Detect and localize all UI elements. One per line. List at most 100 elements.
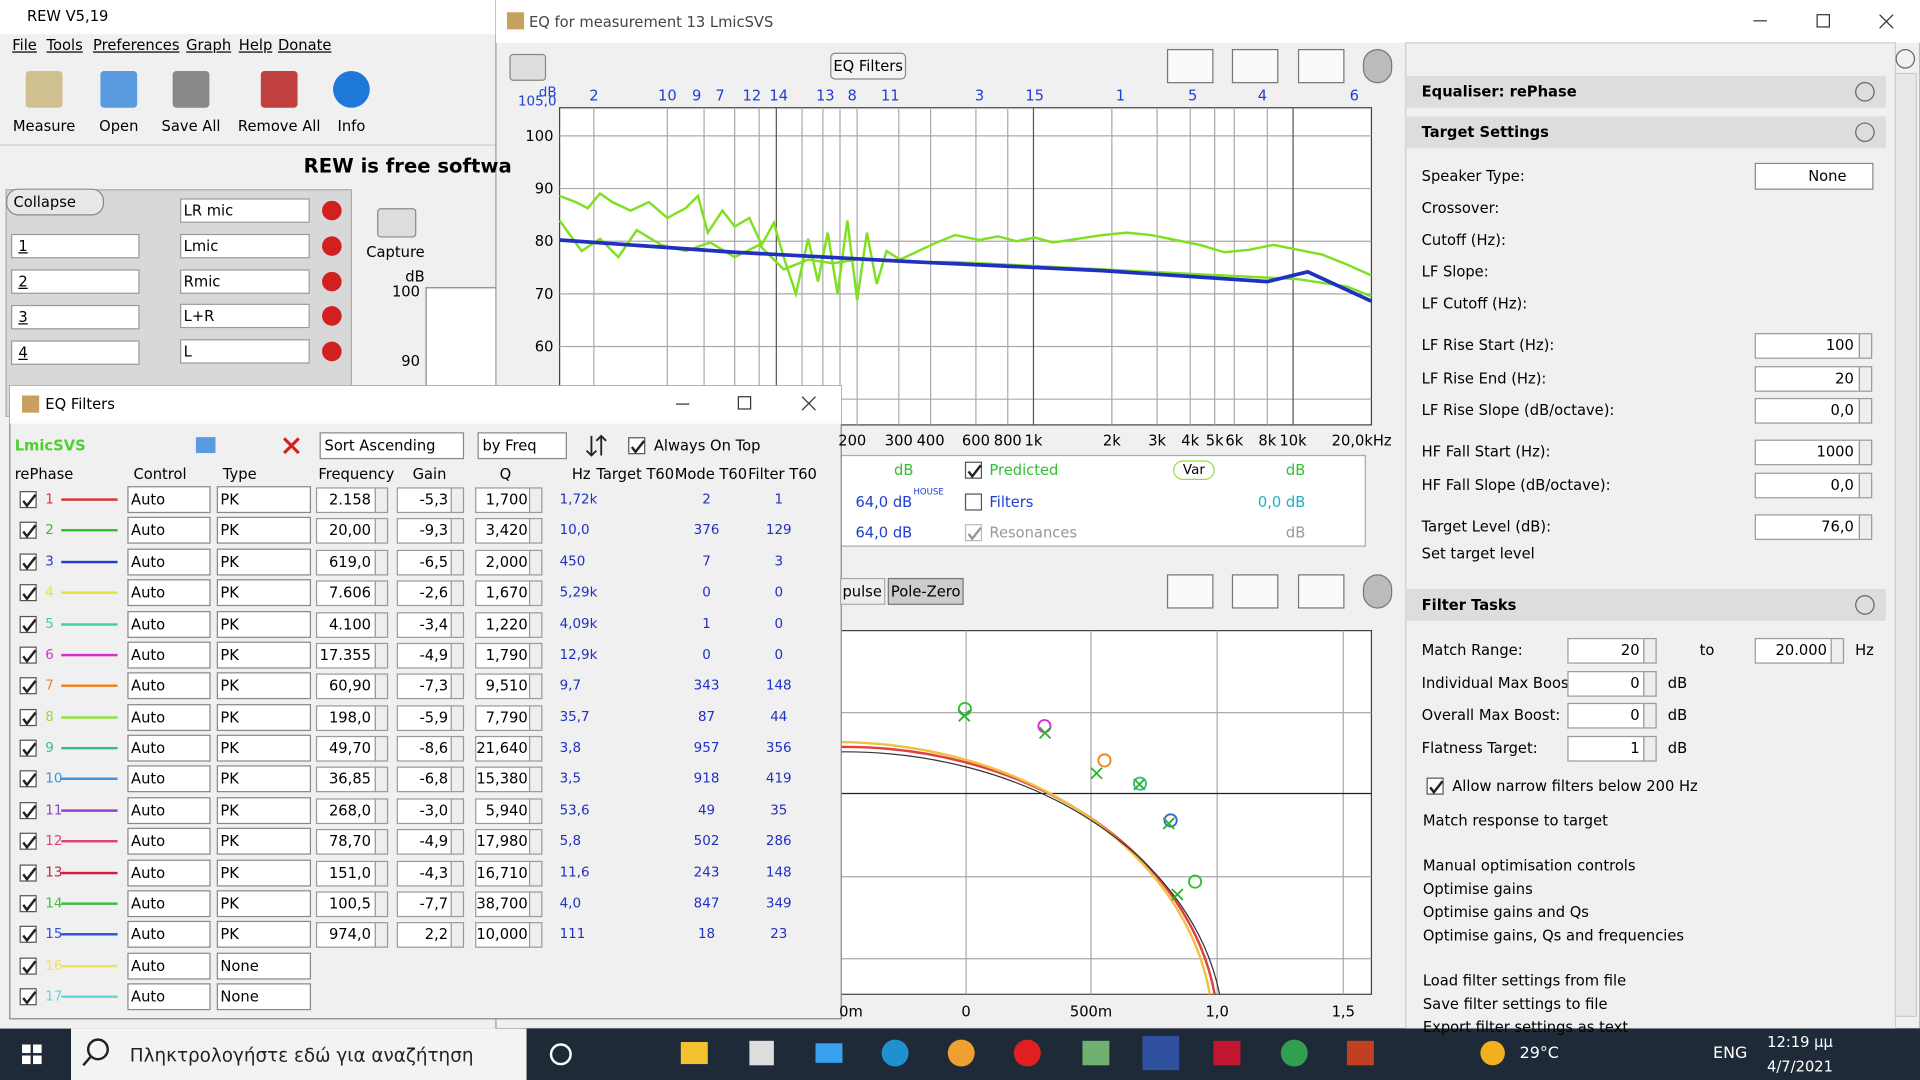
remove-button[interactable] [322,306,342,327]
select-value[interactable]: PK [220,522,239,540]
checkbox[interactable] [19,801,37,819]
checkbox[interactable] [19,957,37,975]
spinner[interactable] [528,580,543,607]
thumbnail[interactable] [11,269,140,294]
select-value[interactable]: PK [220,584,239,602]
tab-label[interactable]: pulse [842,582,882,601]
input[interactable] [475,518,531,545]
toolbar-icon[interactable] [333,71,370,108]
select[interactable] [127,890,211,917]
spinner[interactable] [1858,333,1873,359]
capture-icon[interactable] [509,53,547,81]
collapse-toggle[interactable] [1855,595,1875,615]
select-value[interactable]: PK [220,739,239,757]
select[interactable] [216,517,312,545]
spinner[interactable] [528,829,543,855]
legend-var[interactable]: Var [1182,461,1205,478]
spinner[interactable] [1858,439,1873,466]
input[interactable] [1754,637,1832,664]
spinner[interactable] [374,673,389,700]
input[interactable] [1754,366,1861,392]
spinner[interactable] [528,487,543,514]
checkbox[interactable] [19,491,37,509]
q[interactable]: 1,790 [485,646,528,664]
field-value[interactable]: 20 [1620,641,1640,659]
checkbox[interactable] [19,863,37,882]
input[interactable] [315,829,376,855]
select-value[interactable]: Auto [131,894,166,913]
input[interactable] [1754,514,1861,541]
field-value[interactable]: 0,0 [1830,401,1854,419]
legend-check[interactable]: Resonances [989,524,1078,542]
select[interactable] [216,983,312,1011]
select-value[interactable]: Auto [131,832,166,850]
measurement-name[interactable]: LR mic [183,202,234,220]
input[interactable] [475,611,531,638]
spinner[interactable] [374,642,389,669]
tab[interactable] [887,577,964,605]
input[interactable] [475,673,531,700]
spinner[interactable] [1858,514,1873,541]
q[interactable]: 15,380 [476,770,528,788]
input[interactable] [396,829,452,855]
select[interactable] [127,734,211,762]
spinner[interactable] [450,766,465,793]
thumbnail[interactable] [11,340,140,365]
menu-item[interactable]: Graph [186,36,232,54]
checkbox[interactable] [964,524,983,542]
input[interactable] [475,642,531,669]
spinner[interactable] [450,549,465,576]
field-value[interactable]: 76,0 [1821,517,1854,536]
graph-tool[interactable] [1297,48,1345,84]
toolbar-label[interactable]: Remove All [237,117,321,135]
name-field[interactable] [180,233,310,259]
select[interactable] [127,952,211,980]
select[interactable] [216,672,312,700]
name-field[interactable] [180,198,310,223]
spinner[interactable] [1643,671,1657,697]
graph-tool[interactable] [1166,48,1214,84]
input[interactable] [396,611,452,638]
field-value[interactable]: 20 [1835,369,1854,387]
gain[interactable]: -4,9 [419,832,449,850]
clock-date[interactable]: 4/7/2021 [1766,1057,1834,1076]
link[interactable]: Export filter settings as text [1422,1018,1629,1036]
menu-item[interactable]: Donate [277,36,332,54]
select[interactable] [216,952,312,980]
link[interactable]: Load filter settings from file [1422,972,1627,990]
menu-item[interactable]: Preferences [93,36,180,54]
input[interactable] [396,860,452,886]
field-value[interactable]: 1000 [1816,443,1854,461]
legend-check[interactable]: Predicted [989,461,1059,479]
input[interactable] [396,766,452,793]
name-field[interactable] [180,268,310,294]
checkbox[interactable] [19,739,37,757]
spinner[interactable] [374,798,389,824]
frequency[interactable]: 17.355 [319,646,372,664]
checkbox[interactable] [19,770,37,788]
q[interactable]: 1,700 [485,491,528,509]
settings[interactable] [1362,574,1393,609]
spinner[interactable] [374,704,389,731]
select[interactable] [127,921,211,949]
spinner[interactable] [528,642,543,669]
input[interactable] [315,891,376,917]
select-value[interactable]: PK [220,677,239,695]
select-value[interactable]: PK [220,926,239,944]
spinner[interactable] [374,891,389,917]
select[interactable] [216,579,312,607]
spinner[interactable] [528,673,543,700]
spinner[interactable] [450,829,465,855]
toolbar-icon[interactable] [260,71,298,108]
select[interactable] [127,486,211,514]
select[interactable] [319,432,465,460]
spinner[interactable] [1643,735,1657,762]
spinner[interactable] [450,704,465,731]
select-value[interactable]: PK [220,894,239,913]
input[interactable] [315,642,376,669]
frequency[interactable]: 4.100 [328,615,372,633]
select-value[interactable]: PK [220,801,239,819]
input[interactable] [1567,671,1645,697]
select-value[interactable]: PK [220,770,239,788]
frequency[interactable]: 2.158 [328,491,372,509]
